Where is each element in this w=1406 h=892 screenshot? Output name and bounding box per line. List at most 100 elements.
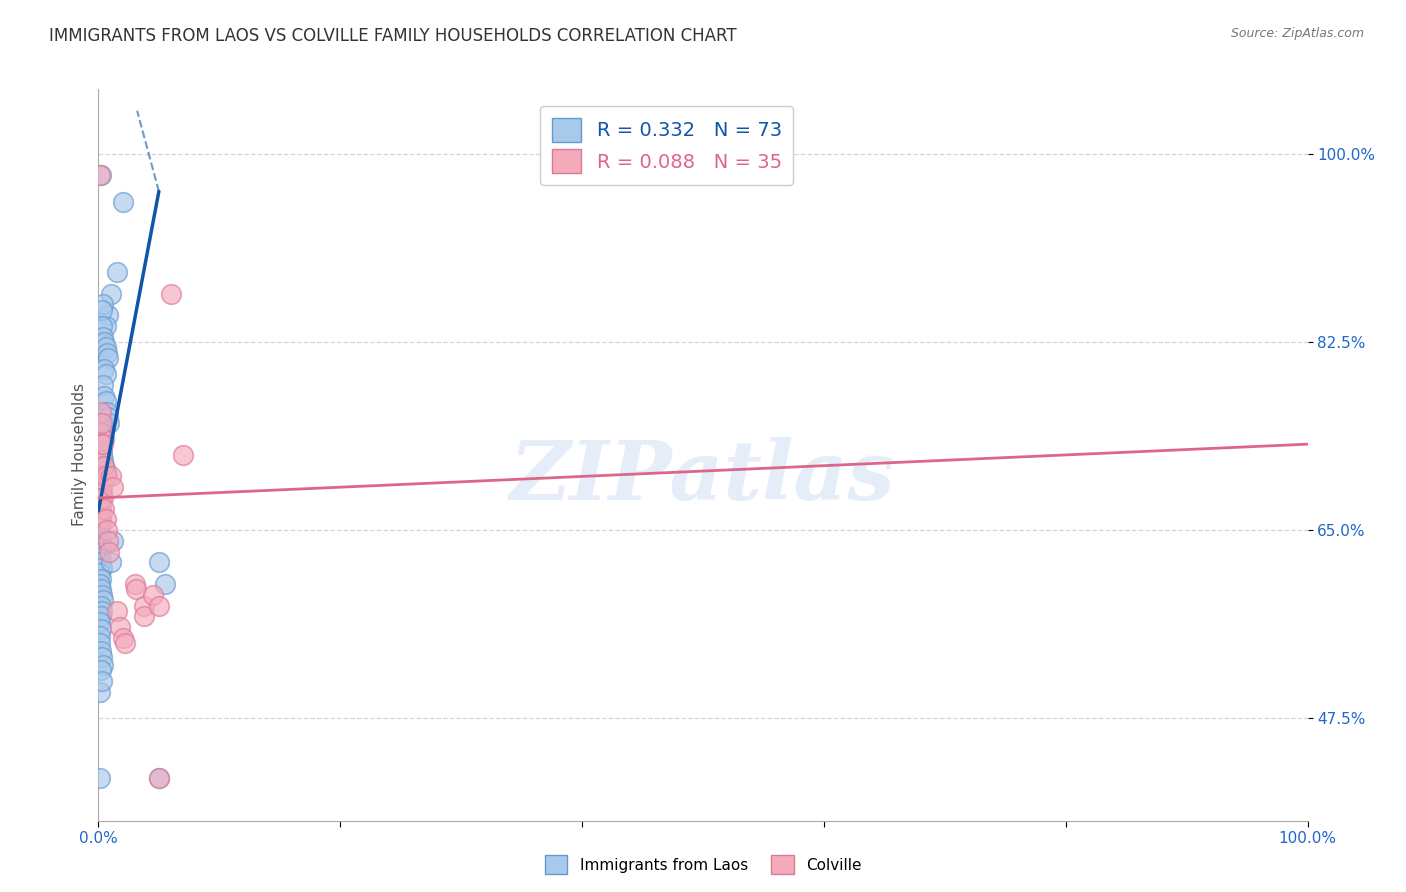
Point bbox=[89, 577, 111, 591]
Point bbox=[89, 566, 111, 581]
Legend: R = 0.332   N = 73, R = 0.088   N = 35: R = 0.332 N = 73, R = 0.088 N = 35 bbox=[540, 106, 793, 185]
Point bbox=[94, 469, 117, 483]
Point bbox=[89, 533, 111, 548]
Point bbox=[91, 421, 114, 435]
Point bbox=[91, 480, 114, 494]
Point bbox=[89, 501, 111, 516]
Point bbox=[94, 394, 117, 409]
Point bbox=[90, 168, 112, 182]
Point bbox=[91, 318, 114, 333]
Point bbox=[91, 673, 114, 688]
Point bbox=[90, 556, 112, 570]
Point bbox=[91, 604, 114, 618]
Point bbox=[90, 437, 112, 451]
Point bbox=[94, 464, 117, 478]
Point bbox=[91, 561, 114, 575]
Point bbox=[100, 556, 122, 570]
Point bbox=[89, 615, 111, 629]
Point bbox=[98, 416, 121, 430]
Point bbox=[91, 437, 114, 451]
Point bbox=[111, 631, 134, 645]
Point bbox=[100, 286, 122, 301]
Point bbox=[90, 512, 112, 526]
Point bbox=[93, 362, 115, 376]
Point bbox=[90, 545, 112, 559]
Point bbox=[94, 318, 117, 333]
Point bbox=[89, 521, 111, 535]
Point bbox=[90, 528, 112, 542]
Point bbox=[89, 426, 111, 441]
Point bbox=[89, 496, 111, 510]
Point bbox=[89, 550, 111, 565]
Point bbox=[172, 448, 194, 462]
Point bbox=[114, 636, 136, 650]
Point bbox=[91, 378, 114, 392]
Point bbox=[101, 533, 124, 548]
Point bbox=[90, 622, 112, 636]
Point bbox=[101, 480, 124, 494]
Point bbox=[108, 620, 131, 634]
Point bbox=[105, 265, 128, 279]
Point bbox=[160, 286, 183, 301]
Point bbox=[111, 195, 134, 210]
Point bbox=[93, 458, 115, 473]
Point bbox=[97, 351, 120, 365]
Point bbox=[91, 469, 114, 483]
Point bbox=[124, 577, 146, 591]
Y-axis label: Family Households: Family Households bbox=[72, 384, 87, 526]
Point bbox=[142, 588, 165, 602]
Point bbox=[148, 771, 170, 785]
Point bbox=[89, 507, 111, 521]
Point bbox=[90, 405, 112, 419]
Point bbox=[96, 405, 118, 419]
Point bbox=[100, 469, 122, 483]
Point bbox=[97, 308, 120, 322]
Point bbox=[90, 491, 112, 505]
Point bbox=[91, 491, 114, 505]
Point bbox=[91, 485, 114, 500]
Point bbox=[98, 545, 121, 559]
Point bbox=[93, 334, 115, 349]
Point bbox=[94, 368, 117, 382]
Text: IMMIGRANTS FROM LAOS VS COLVILLE FAMILY HOUSEHOLDS CORRELATION CHART: IMMIGRANTS FROM LAOS VS COLVILLE FAMILY … bbox=[49, 27, 737, 45]
Point bbox=[96, 345, 118, 359]
Point bbox=[90, 515, 112, 529]
Point bbox=[89, 475, 111, 489]
Point bbox=[90, 480, 112, 494]
Point bbox=[89, 629, 111, 643]
Point bbox=[90, 609, 112, 624]
Point bbox=[91, 593, 114, 607]
Text: Source: ZipAtlas.com: Source: ZipAtlas.com bbox=[1230, 27, 1364, 40]
Point bbox=[134, 599, 156, 613]
Point bbox=[97, 410, 120, 425]
Point bbox=[90, 501, 112, 516]
Point bbox=[90, 491, 112, 505]
Point bbox=[90, 663, 112, 677]
Point bbox=[90, 572, 112, 586]
Point bbox=[93, 458, 115, 473]
Point bbox=[125, 582, 148, 597]
Point bbox=[91, 297, 114, 311]
Point bbox=[91, 442, 114, 457]
Legend: Immigrants from Laos, Colville: Immigrants from Laos, Colville bbox=[538, 849, 868, 880]
Point bbox=[91, 588, 114, 602]
Point bbox=[90, 599, 112, 613]
Point bbox=[148, 771, 170, 785]
Point bbox=[93, 501, 115, 516]
Point bbox=[93, 389, 115, 403]
Point bbox=[90, 643, 112, 657]
Point bbox=[90, 437, 112, 451]
Point bbox=[153, 577, 176, 591]
Point bbox=[91, 416, 114, 430]
Point bbox=[91, 657, 114, 672]
Point bbox=[96, 523, 118, 537]
Point bbox=[94, 340, 117, 354]
Point bbox=[89, 636, 111, 650]
Point bbox=[134, 609, 156, 624]
Point bbox=[94, 512, 117, 526]
Point bbox=[89, 453, 111, 467]
Point bbox=[89, 771, 111, 785]
Point bbox=[91, 650, 114, 665]
Point bbox=[89, 684, 111, 698]
Point bbox=[97, 533, 120, 548]
